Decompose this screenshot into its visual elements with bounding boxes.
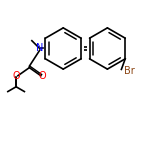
Text: Br: Br (124, 66, 134, 76)
Text: O: O (12, 71, 20, 81)
Text: O: O (39, 71, 46, 81)
Text: N: N (36, 44, 43, 54)
